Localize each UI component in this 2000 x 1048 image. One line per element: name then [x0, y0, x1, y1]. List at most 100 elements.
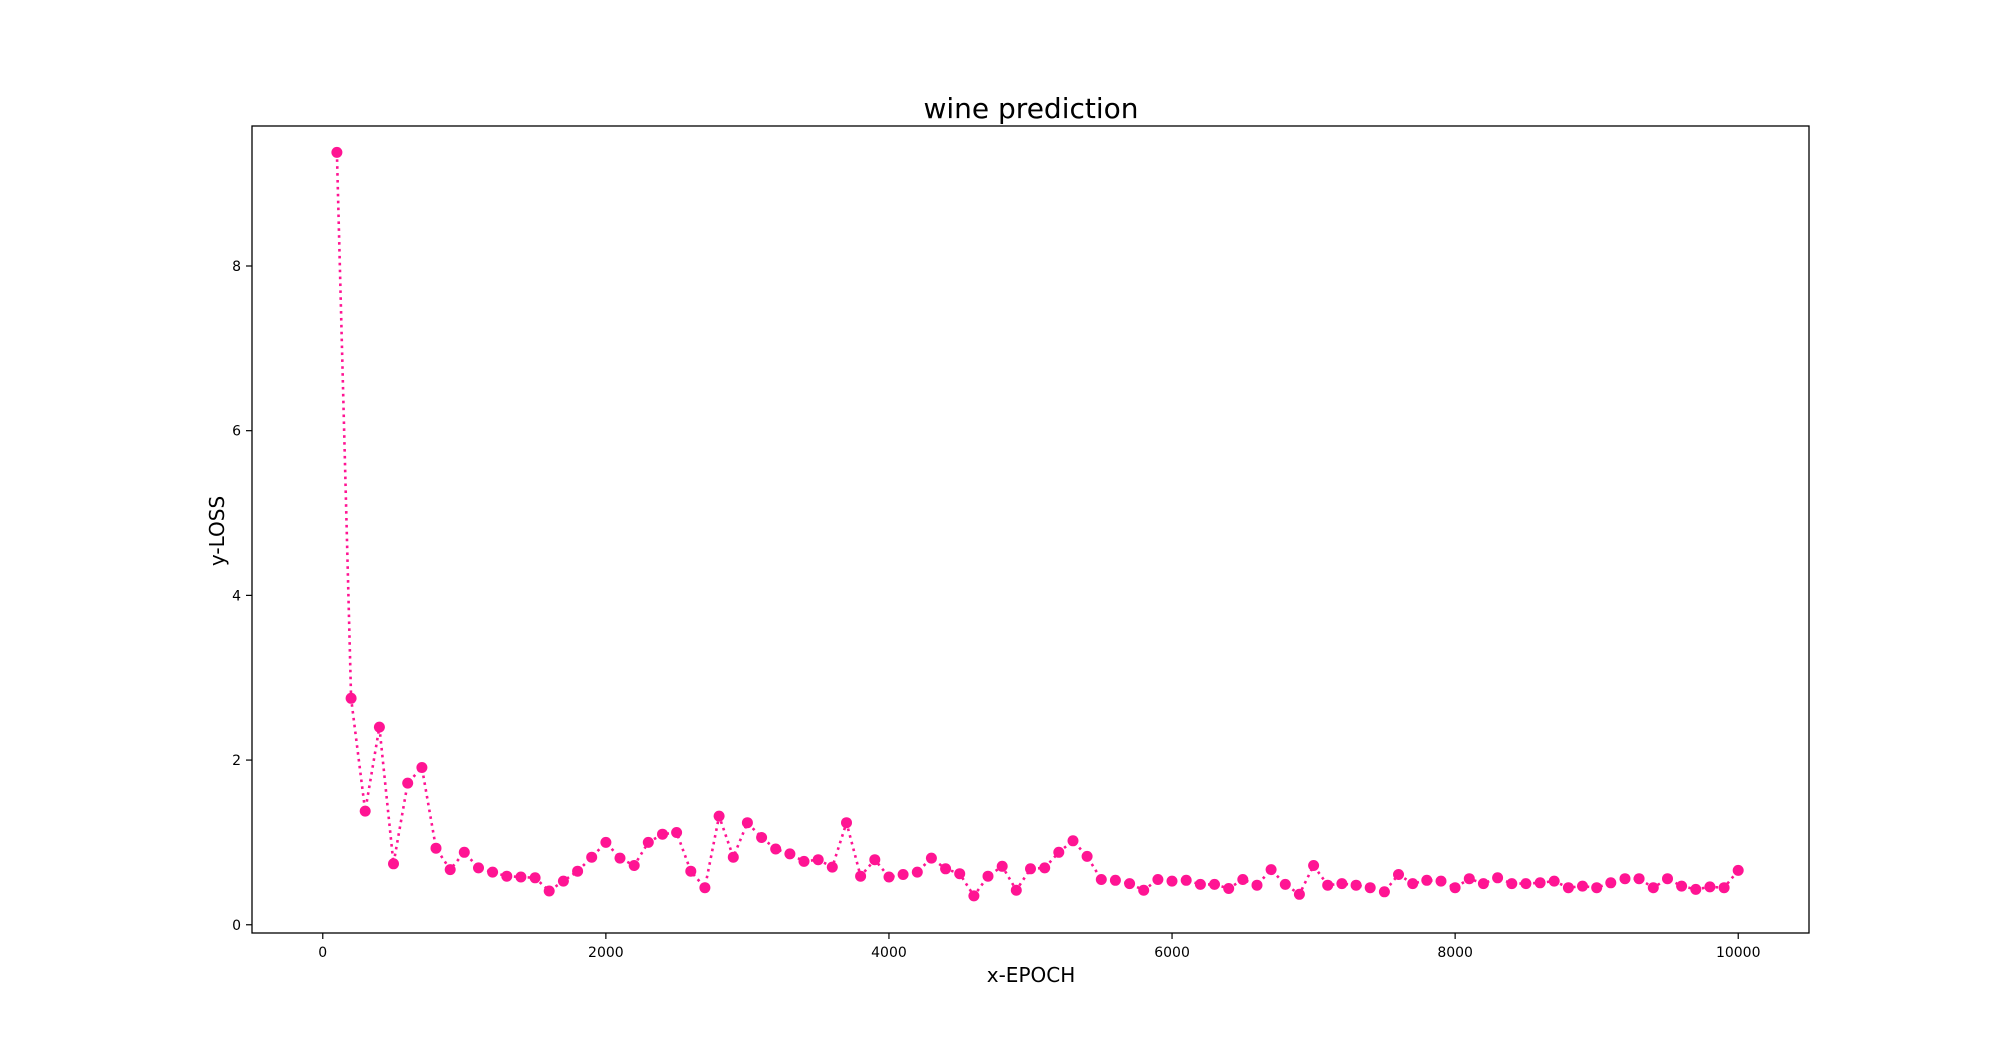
- data-point: [416, 762, 428, 773]
- data-point: [529, 872, 541, 884]
- data-point: [954, 868, 966, 880]
- data-point: [600, 836, 612, 848]
- data-point: [1647, 882, 1659, 894]
- data-point: [572, 865, 584, 877]
- data-point: [1194, 878, 1206, 890]
- data-point: [996, 860, 1008, 872]
- data-point: [897, 869, 909, 880]
- data-point: [1081, 850, 1093, 862]
- y-tick-label: 6: [232, 424, 241, 440]
- data-point: [487, 866, 499, 878]
- data-point: [1463, 873, 1475, 885]
- data-point: [756, 832, 768, 843]
- data-point: [444, 864, 456, 876]
- data-point: [1279, 878, 1291, 890]
- data-point: [402, 777, 414, 789]
- data-point: [1209, 878, 1220, 890]
- data-point: [1223, 883, 1235, 894]
- data-point: [841, 817, 852, 829]
- data-point: [1577, 880, 1588, 892]
- data-point: [1676, 880, 1688, 892]
- data-point: [1492, 872, 1504, 884]
- data-point: [1562, 882, 1574, 894]
- data-point: [1124, 878, 1136, 890]
- y-tick-label: 0: [232, 918, 241, 934]
- data-point: [812, 854, 824, 866]
- data-point: [1520, 878, 1532, 890]
- series-layer: [331, 146, 1744, 902]
- plot-area-frame: [251, 125, 1810, 934]
- data-point: [699, 882, 711, 894]
- data-point: [826, 861, 838, 873]
- data-point: [458, 846, 470, 858]
- data-point: [1180, 874, 1192, 886]
- data-point: [1477, 878, 1489, 890]
- data-point: [1407, 878, 1419, 890]
- data-point: [1662, 873, 1673, 885]
- y-tick-label: 8: [232, 259, 241, 275]
- data-point: [883, 871, 895, 883]
- data-point: [1393, 869, 1404, 880]
- data-point: [642, 836, 654, 848]
- data-point: [1421, 874, 1433, 886]
- x-tick-label: 6000: [1154, 945, 1190, 961]
- x-tick-label: 8000: [1437, 945, 1473, 961]
- data-point: [741, 817, 753, 829]
- data-point: [770, 843, 782, 855]
- data-point: [557, 875, 569, 887]
- data-point: [925, 852, 937, 864]
- data-point: [586, 851, 598, 863]
- data-point: [1704, 881, 1716, 893]
- data-point: [1010, 884, 1022, 896]
- data-point: [1025, 863, 1036, 875]
- data-point: [1605, 877, 1617, 889]
- data-point: [1506, 878, 1518, 890]
- data-point: [388, 858, 399, 870]
- data-point: [727, 851, 739, 863]
- data-point: [1364, 882, 1376, 894]
- data-point: [1067, 835, 1079, 847]
- x-axis-label: x-EPOCH: [987, 963, 1076, 987]
- data-point: [968, 890, 980, 902]
- data-point: [359, 805, 371, 817]
- y-tick-label: 2: [232, 753, 241, 769]
- data-point: [1053, 846, 1065, 858]
- data-point: [628, 860, 640, 871]
- data-point: [1138, 884, 1150, 896]
- data-point: [515, 871, 527, 883]
- data-point: [1095, 874, 1107, 885]
- data-point: [1435, 875, 1447, 887]
- data-point: [1336, 878, 1348, 890]
- data-point: [543, 885, 555, 897]
- x-tick-label: 0: [318, 945, 327, 961]
- data-point: [798, 855, 810, 867]
- data-point: [657, 828, 668, 840]
- data-point: [713, 810, 725, 822]
- data-point: [614, 852, 626, 864]
- x-axis-ticks: 0 2000 4000 6000 8000 10000: [318, 933, 1761, 961]
- x-tick-label: 4000: [871, 945, 907, 961]
- y-tick-label: 4: [232, 588, 241, 604]
- data-point: [671, 827, 683, 838]
- data-point: [430, 842, 442, 854]
- data-point: [869, 854, 881, 866]
- data-point: [1251, 879, 1263, 891]
- data-point: [1039, 862, 1051, 874]
- data-point: [331, 146, 343, 158]
- data-point: [1718, 882, 1730, 894]
- data-point: [1237, 874, 1249, 885]
- data-point: [1109, 874, 1121, 886]
- data-point: [1732, 864, 1744, 876]
- data-point: [1449, 882, 1461, 894]
- data-point: [1350, 879, 1362, 891]
- data-point: [345, 692, 357, 704]
- x-tick-label: 10000: [1716, 945, 1761, 961]
- y-axis-ticks: 0 2 4 6 8: [232, 259, 252, 934]
- data-point: [373, 721, 385, 733]
- data-point: [784, 848, 796, 860]
- data-point: [1591, 882, 1603, 894]
- data-point: [1293, 888, 1305, 900]
- data-point: [1265, 864, 1277, 876]
